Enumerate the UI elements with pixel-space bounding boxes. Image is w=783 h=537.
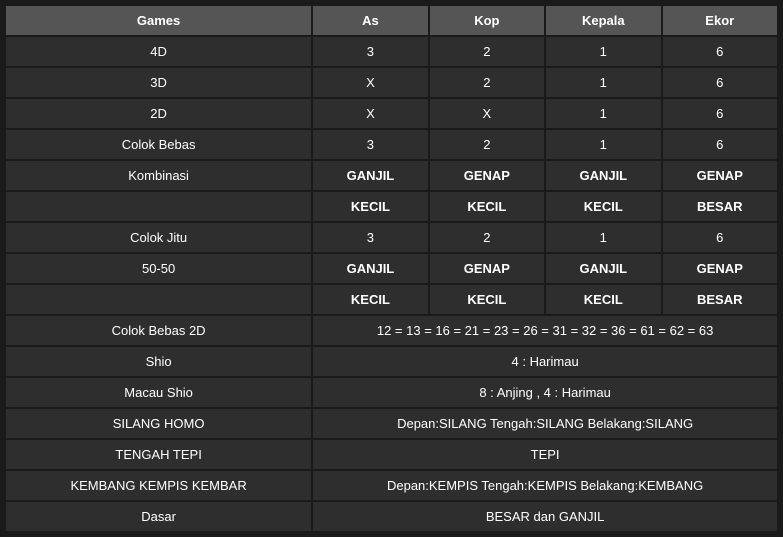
table-row: KECILKECILKECILBESAR — [6, 285, 777, 314]
table-row-merged: SILANG HOMODepan:SILANG Tengah:SILANG Be… — [6, 409, 777, 438]
cell-value: 3 — [313, 37, 427, 66]
table-row-merged: Colok Bebas 2D12 = 13 = 16 = 21 = 23 = 2… — [6, 316, 777, 345]
cell-value: GENAP — [430, 161, 544, 190]
row-label: KEMBANG KEMPIS KEMBAR — [6, 471, 311, 500]
row-label: Shio — [6, 347, 311, 376]
cell-value: 2 — [430, 37, 544, 66]
table-row: 2DXX16 — [6, 99, 777, 128]
table-row: 4D3216 — [6, 37, 777, 66]
merged-value: 12 = 13 = 16 = 21 = 23 = 26 = 31 = 32 = … — [313, 316, 777, 345]
row-label — [6, 285, 311, 314]
cell-value: 1 — [546, 99, 660, 128]
cell-value: KECIL — [430, 285, 544, 314]
row-label: 4D — [6, 37, 311, 66]
cell-value: GENAP — [430, 254, 544, 283]
merged-value: Depan:SILANG Tengah:SILANG Belakang:SILA… — [313, 409, 777, 438]
cell-value: BESAR — [663, 285, 777, 314]
merged-value: BESAR dan GANJIL — [313, 502, 777, 531]
cell-value: 6 — [663, 223, 777, 252]
row-label: 2D — [6, 99, 311, 128]
row-label: 50-50 — [6, 254, 311, 283]
row-label: Colok Bebas — [6, 130, 311, 159]
cell-value: GENAP — [663, 161, 777, 190]
table-row: 50-50GANJILGENAPGANJILGENAP — [6, 254, 777, 283]
cell-value: X — [313, 68, 427, 97]
cell-value: GANJIL — [546, 254, 660, 283]
row-label — [6, 192, 311, 221]
cell-value: 3 — [313, 223, 427, 252]
row-label: Colok Jitu — [6, 223, 311, 252]
col-kepala: Kepala — [546, 6, 660, 35]
cell-value: GANJIL — [313, 254, 427, 283]
cell-value: KECIL — [546, 285, 660, 314]
row-label: Colok Bebas 2D — [6, 316, 311, 345]
cell-value: KECIL — [546, 192, 660, 221]
cell-value: 2 — [430, 223, 544, 252]
cell-value: 1 — [546, 37, 660, 66]
cell-value: 2 — [430, 130, 544, 159]
table-row: KombinasiGANJILGENAPGANJILGENAP — [6, 161, 777, 190]
cell-value: 1 — [546, 223, 660, 252]
merged-value: 8 : Anjing , 4 : Harimau — [313, 378, 777, 407]
table-row: Colok Jitu3216 — [6, 223, 777, 252]
cell-value: KECIL — [313, 285, 427, 314]
row-label: 3D — [6, 68, 311, 97]
results-table: Games As Kop Kepala Ekor 4D32163DX2162DX… — [4, 4, 779, 533]
table-row: KECILKECILKECILBESAR — [6, 192, 777, 221]
merged-value: Depan:KEMPIS Tengah:KEMPIS Belakang:KEMB… — [313, 471, 777, 500]
cell-value: KECIL — [430, 192, 544, 221]
cell-value: 6 — [663, 37, 777, 66]
cell-value: 1 — [546, 68, 660, 97]
col-kop: Kop — [430, 6, 544, 35]
row-label: TENGAH TEPI — [6, 440, 311, 469]
cell-value: 2 — [430, 68, 544, 97]
table-row-merged: TENGAH TEPITEPI — [6, 440, 777, 469]
row-label: SILANG HOMO — [6, 409, 311, 438]
cell-value: BESAR — [663, 192, 777, 221]
col-ekor: Ekor — [663, 6, 777, 35]
table-row: Colok Bebas3216 — [6, 130, 777, 159]
merged-value: 4 : Harimau — [313, 347, 777, 376]
cell-value: 6 — [663, 99, 777, 128]
col-as: As — [313, 6, 427, 35]
table-row: 3DX216 — [6, 68, 777, 97]
row-label: Macau Shio — [6, 378, 311, 407]
table-row-merged: DasarBESAR dan GANJIL — [6, 502, 777, 531]
row-label: Kombinasi — [6, 161, 311, 190]
merged-value: TEPI — [313, 440, 777, 469]
cell-value: X — [430, 99, 544, 128]
cell-value: 3 — [313, 130, 427, 159]
cell-value: 6 — [663, 68, 777, 97]
cell-value: GENAP — [663, 254, 777, 283]
row-label: Dasar — [6, 502, 311, 531]
cell-value: KECIL — [313, 192, 427, 221]
cell-value: 1 — [546, 130, 660, 159]
header-row: Games As Kop Kepala Ekor — [6, 6, 777, 35]
cell-value: GANJIL — [546, 161, 660, 190]
table-row-merged: Macau Shio8 : Anjing , 4 : Harimau — [6, 378, 777, 407]
table-row-merged: Shio4 : Harimau — [6, 347, 777, 376]
col-games: Games — [6, 6, 311, 35]
cell-value: 6 — [663, 130, 777, 159]
table-row-merged: KEMBANG KEMPIS KEMBARDepan:KEMPIS Tengah… — [6, 471, 777, 500]
cell-value: GANJIL — [313, 161, 427, 190]
cell-value: X — [313, 99, 427, 128]
